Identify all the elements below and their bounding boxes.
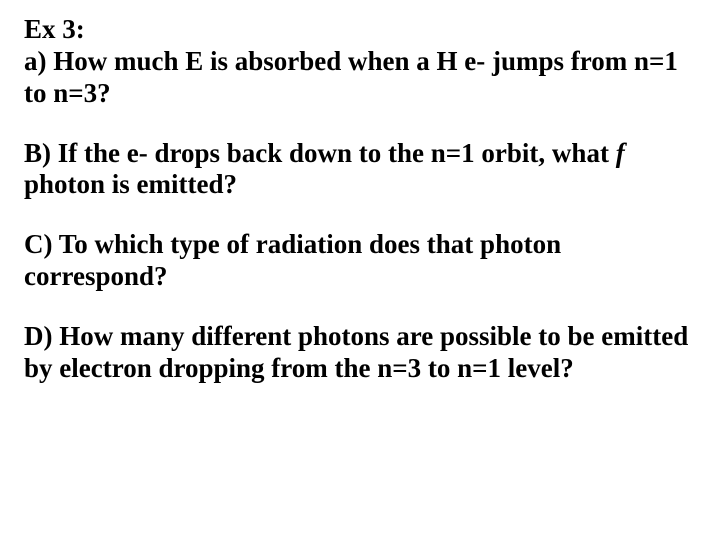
document-page: Ex 3: a) How much E is absorbed when a H… [0, 0, 720, 405]
paragraph-ex3-part-a: Ex 3: a) How much E is absorbed when a H… [24, 14, 700, 110]
paragraph-part-b: B) If the e- drops back down to the n=1 … [24, 138, 700, 202]
paragraph-part-d: D) How many different photons are possib… [24, 321, 700, 385]
text-run: B) If the e- drops back down to the n=1 … [24, 138, 616, 168]
text-line: C) To which type of radiation does that … [24, 229, 561, 291]
text-line: a) How much E is absorbed when a H e- ju… [24, 46, 678, 108]
paragraph-part-c: C) To which type of radiation does that … [24, 229, 700, 293]
text-run: photon is emitted? [24, 169, 237, 199]
text-line: D) How many different photons are possib… [24, 321, 688, 383]
text-line: Ex 3: [24, 14, 85, 44]
text-run-italic: f [616, 138, 625, 168]
